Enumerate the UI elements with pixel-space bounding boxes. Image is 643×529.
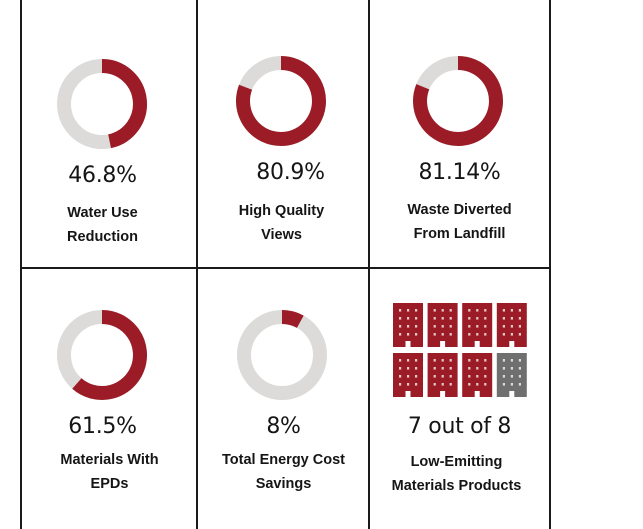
metric-label-line-2: Savings: [255, 476, 312, 492]
grid-divider-vertical-2: [196, 0, 198, 529]
donut-chart: [413, 56, 503, 146]
building-icon: [427, 353, 458, 397]
building-icon: [462, 303, 493, 347]
donut-value-segment: [101, 59, 147, 149]
metric-label-line-1: High Quality: [238, 203, 325, 219]
building-icon: [496, 303, 527, 347]
metric-label-line-2: Reduction: [67, 229, 138, 245]
metric-label: Total Energy Cost Savings: [196, 448, 371, 496]
metric-label-line-1: Waste Diverted: [407, 202, 512, 218]
donut-chart: [236, 56, 326, 146]
grid-divider-vertical-3: [368, 0, 370, 529]
metric-label-line-2: EPDs: [90, 476, 129, 492]
metric-label: Water Use Reduction: [15, 201, 190, 249]
metric-value: 80.9%: [256, 160, 325, 185]
donut-value-segment: [236, 56, 326, 146]
metric-label-line-2: Views: [261, 227, 302, 243]
metric-label: Waste Diverted From Landfill: [372, 198, 547, 246]
metric-label-line-2: From Landfill: [413, 226, 506, 242]
metric-label: High Quality Views: [194, 199, 369, 247]
grid-divider-vertical-4: [549, 0, 551, 529]
metric-value: 81.14%: [418, 160, 501, 185]
grid-divider-vertical-1: [20, 0, 22, 529]
metric-label-line-2: Materials Products: [391, 478, 522, 494]
donut-chart: [237, 310, 327, 400]
donut-value-segment: [72, 310, 147, 400]
donut-value-segment: [413, 56, 503, 146]
building-icon: [393, 303, 423, 347]
metric-label: Low-Emitting Materials Products: [369, 450, 544, 498]
metric-label-line-1: Total Energy Cost: [222, 452, 345, 468]
metric-label-line-1: Water Use: [67, 205, 138, 221]
metric-value: 61.5%: [68, 414, 137, 439]
buildings-pictogram: [393, 303, 527, 397]
building-icon: [462, 353, 493, 397]
building-icon: [393, 353, 423, 397]
building-icon: [427, 303, 458, 347]
donut-value-segment: [281, 310, 304, 329]
metric-value: 8%: [266, 414, 301, 439]
metric-value: 46.8%: [68, 163, 137, 188]
donut-chart: [57, 59, 147, 149]
metric-label-line-1: Low-Emitting: [410, 454, 503, 470]
metric-value: 7 out of 8: [407, 414, 512, 439]
grid-divider-horizontal: [20, 267, 551, 269]
metric-label-line-1: Materials With: [60, 452, 159, 468]
metric-label: Materials With EPDs: [22, 448, 197, 496]
building-icon: [496, 353, 527, 397]
donut-chart: [57, 310, 147, 400]
donut-remainder-segment: [237, 310, 327, 400]
